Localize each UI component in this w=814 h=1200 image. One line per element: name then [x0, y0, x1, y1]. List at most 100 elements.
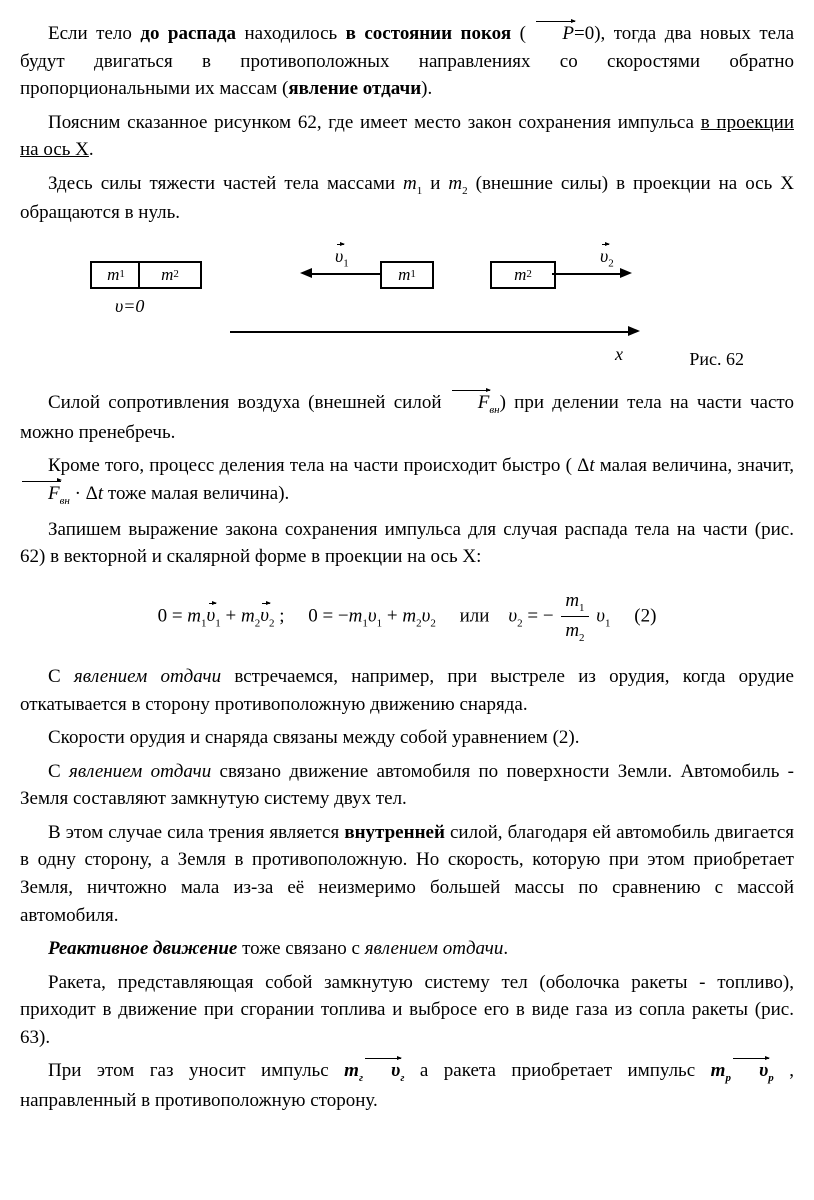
var: m: [241, 605, 255, 626]
sub: 2: [269, 617, 275, 629]
vec: υ: [731, 1057, 768, 1085]
sub: вн: [60, 495, 70, 507]
text: .: [503, 938, 508, 959]
text-bold: внутренней: [344, 822, 445, 843]
var: υ: [368, 605, 377, 626]
sub: 2: [579, 632, 585, 644]
var: m: [402, 605, 416, 626]
text: Если тело: [48, 23, 140, 44]
label: m: [107, 263, 119, 288]
text: (: [511, 23, 534, 44]
var: m: [344, 1060, 359, 1081]
sub: 2: [608, 258, 614, 270]
paragraph-1: Если тело до распада находилось в состоя…: [20, 20, 794, 103]
paragraph-8: Скорости орудия и снаряда связаны между …: [20, 724, 794, 752]
box-m1-after: m1: [380, 261, 434, 289]
x-axis: [230, 331, 630, 333]
text-italic: явлением отдачи: [69, 761, 211, 782]
vec: υ: [363, 1057, 400, 1085]
label: m: [398, 263, 410, 288]
text: · Δ: [70, 483, 98, 504]
text: С: [48, 761, 69, 782]
sub: 1: [377, 617, 383, 629]
text: Силой сопротивления воздуха (внешней сил…: [48, 392, 450, 413]
box-m2-after: m2: [490, 261, 556, 289]
arrow-head-v2: [620, 268, 632, 278]
denominator: m2: [561, 617, 588, 647]
paragraph-13: При этом газ уносит импульс mгυг а ракет…: [20, 1057, 794, 1114]
figure-62: m1 m2 υ=0 υ1 m1 m2 υ2 x Рис. 62: [20, 241, 794, 381]
var-m1: m: [403, 173, 417, 194]
eq-text: = −: [527, 605, 553, 626]
text: При этом газ уносит импульс: [48, 1060, 344, 1081]
eq-number: (2): [634, 605, 656, 626]
arrow-v2: [552, 273, 622, 275]
text: В этом случае сила трения является: [48, 822, 344, 843]
x-axis-head: [628, 326, 640, 336]
paragraph-6: Запишем выражение закона сохранения импу…: [20, 516, 794, 571]
text: С: [48, 666, 74, 687]
sub: 1: [410, 267, 416, 283]
paragraph-10: В этом случае сила трения является внутр…: [20, 819, 794, 929]
vec: υ: [335, 243, 343, 269]
vec: υ: [600, 243, 608, 269]
paragraph-12: Ракета, представляющая собой замкнутую с…: [20, 969, 794, 1052]
vector-F: F: [20, 480, 60, 508]
var: υ: [422, 605, 431, 626]
paragraph-9: С явлением отдачи связано движение автом…: [20, 758, 794, 813]
eq-text: ;: [279, 605, 284, 626]
var: m: [349, 605, 363, 626]
text-italic: явлением отдачи: [74, 666, 221, 687]
eq-text: +: [387, 605, 402, 626]
text: Здесь силы тяжести частей тела массами: [48, 173, 403, 194]
equation-2: 0 = m1υ1 + m2υ2 ; 0 = −m1υ1 + m2υ2 или υ…: [20, 587, 794, 647]
var: m: [711, 1060, 726, 1081]
text: а ракета приобретает импульс: [404, 1060, 710, 1081]
paragraph-11: Реактивное движение тоже связано с явлен…: [20, 935, 794, 963]
label: m: [161, 263, 173, 288]
var: m: [565, 620, 579, 641]
sub: 1: [119, 267, 125, 283]
sub: 1: [579, 601, 585, 613]
sub: 2: [526, 267, 532, 283]
text: Кроме того, процесс деления тела на част…: [48, 455, 589, 476]
var: m: [565, 590, 579, 611]
text: Поясним сказанное рисунком 62, где имеет…: [48, 112, 701, 133]
var-m2: m: [448, 173, 462, 194]
text-bold: явление отдачи: [288, 78, 421, 99]
label: m: [514, 263, 526, 288]
sub: 2: [517, 617, 523, 629]
text: ).: [421, 78, 432, 99]
box-m2-initial: m2: [138, 261, 202, 289]
vector-F: F: [450, 389, 490, 417]
var: υ: [596, 605, 605, 626]
box-m1-initial: m1: [90, 261, 142, 289]
paragraph-7: С явлением отдачи встречаемся, например,…: [20, 663, 794, 718]
text-bold: до распада: [140, 23, 236, 44]
sub: 1: [215, 617, 221, 629]
text: находилось: [236, 23, 346, 44]
label-v0: υ=0: [115, 293, 144, 319]
text: тоже связано с: [237, 938, 364, 959]
paragraph-5: Кроме того, процесс деления тела на част…: [20, 452, 794, 509]
text-bold: в состоянии покоя: [346, 23, 511, 44]
text: тоже малая величина).: [103, 483, 289, 504]
sub: 2: [173, 267, 179, 283]
eq-text: 0 = −: [308, 605, 348, 626]
label-v1: υ1: [335, 243, 349, 273]
paragraph-2: Поясним сказанное рисунком 62, где имеет…: [20, 109, 794, 164]
text-bold-italic: Реактивное движение: [48, 938, 237, 959]
text: малая величина, значит,: [595, 455, 794, 476]
fraction: m1 m2: [561, 587, 588, 647]
label-v2: υ2: [600, 243, 614, 273]
text: и: [422, 173, 448, 194]
eq-text: или: [460, 605, 490, 626]
paragraph-3: Здесь силы тяжести частей тела массами m…: [20, 170, 794, 227]
vec: υ: [207, 602, 216, 630]
eq-text: 0 =: [158, 605, 188, 626]
vec: υ: [260, 602, 269, 630]
text: .: [89, 139, 94, 160]
var: υ: [508, 605, 517, 626]
figure-caption: Рис. 62: [689, 346, 744, 372]
x-label: x: [615, 341, 623, 367]
